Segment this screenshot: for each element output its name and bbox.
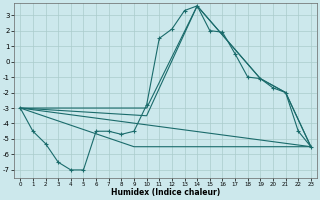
X-axis label: Humidex (Indice chaleur): Humidex (Indice chaleur) [111,188,220,197]
